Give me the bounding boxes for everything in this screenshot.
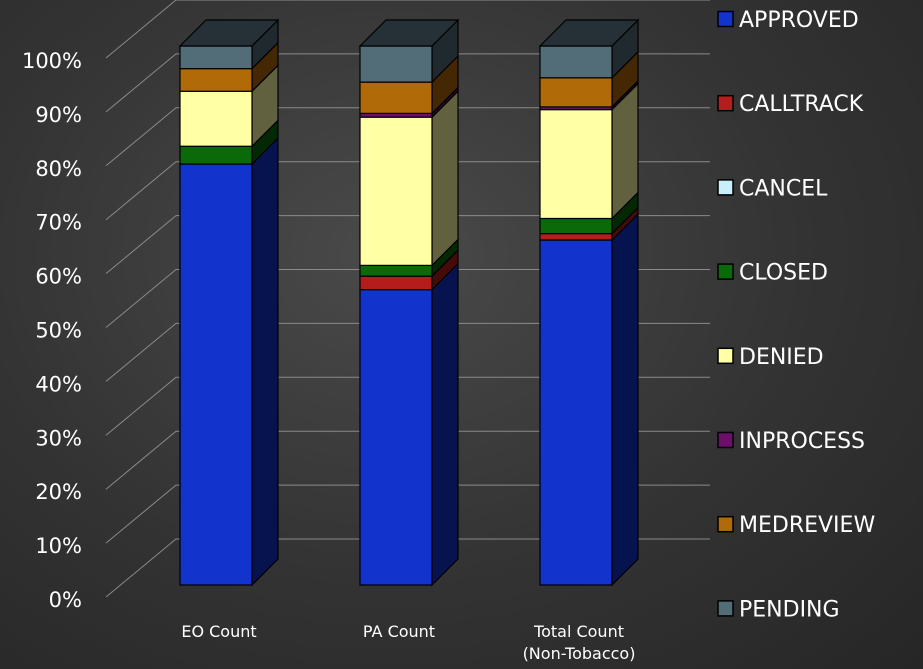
legend-item-calltrack: CALLTRACK: [717, 92, 864, 117]
bar-segment: [359, 89, 459, 267]
y-tick-label: 70%: [35, 211, 82, 235]
bar-segment: [358, 18, 460, 84]
legend-item-medreview: MEDREVIEW: [717, 513, 875, 538]
legend-label: MEDREVIEW: [739, 513, 875, 538]
bar-segment-front: [359, 45, 433, 83]
legend-swatch: [717, 600, 734, 617]
bar-top-face: [538, 19, 640, 47]
bar-segment: [539, 212, 639, 587]
bar-segment-front: [539, 217, 613, 235]
legend-swatch: [717, 347, 734, 365]
legend-label: DENIED: [739, 345, 824, 370]
legend-swatch: [717, 515, 734, 533]
gridline: [105, 538, 710, 598]
bar-column: [358, 18, 460, 587]
bar-segment-front: [539, 109, 613, 220]
y-tick-label: 90%: [35, 103, 82, 127]
gridline: [105, 215, 710, 274]
legend-label: APPROVED: [739, 8, 859, 33]
bar-segment-front: [539, 239, 613, 586]
gridline: [105, 376, 710, 436]
bar-column: [178, 18, 280, 587]
y-tick-label: 0%: [49, 588, 82, 612]
bar-segment: [178, 18, 280, 71]
bar-segment-front: [539, 232, 613, 241]
bar-segment-front: [359, 81, 433, 114]
bar-segment-front: [179, 90, 253, 147]
bar-column: [538, 18, 640, 587]
legend-swatch: [717, 263, 734, 280]
y-tick-label: 30%: [35, 426, 82, 450]
bar-segment: [539, 82, 639, 220]
y-tick-label: 40%: [35, 372, 82, 396]
bar-segment-front: [359, 116, 433, 266]
x-axis-ticks: EO Count PA Count Total Count (Non-Tobacco): [181, 622, 635, 663]
bar-top-face: [358, 19, 460, 47]
y-tick-label: 100%: [22, 49, 82, 73]
bar-segment: [179, 41, 279, 93]
x-tick-label: Total Count (Non-Tobacco): [523, 622, 636, 663]
gridline: [105, 53, 710, 113]
y-tick-label: 60%: [35, 265, 82, 289]
bar-segment-front: [359, 275, 433, 291]
legend-item-cancel: CANCEL: [717, 176, 828, 201]
legend-item-closed: CLOSED: [717, 261, 828, 286]
bar-segment-front: [539, 77, 613, 108]
legend-swatch: [717, 10, 734, 28]
legend-item-inprocess: INPROCESS: [717, 429, 865, 454]
bar-segment-side: [251, 136, 279, 587]
y-tick-label: 80%: [35, 157, 82, 181]
legend-label: PENDING: [739, 597, 840, 622]
legend-label: CALLTRACK: [739, 92, 864, 117]
legend-label: CANCEL: [739, 176, 828, 201]
x-tick-label: PA Count: [363, 622, 435, 641]
bar-segment-front: [179, 145, 253, 165]
bar-segment-front: [359, 289, 433, 586]
legend: APPROVED CALLTRACK CANCEL CLOSED DENIED INPRO…: [717, 8, 875, 622]
x-tick-label: EO Count: [181, 622, 256, 641]
bar-segment-side: [431, 262, 459, 587]
y-tick-label: 10%: [35, 534, 82, 558]
legend-swatch: [717, 94, 734, 112]
bar-segment-front: [179, 163, 253, 586]
gridline: [105, 430, 710, 490]
legend-swatch: [717, 431, 734, 449]
legend-swatch: [717, 179, 734, 196]
bar-segment: [539, 191, 639, 236]
bar-segment-front: [179, 45, 253, 70]
bar-segment: [538, 18, 640, 80]
gridline: [105, 0, 710, 59]
legend-item-pending: PENDING: [717, 597, 840, 622]
gridline: [105, 484, 710, 544]
gridline: [105, 269, 710, 328]
bar-segment-front: [359, 264, 433, 277]
bar-segment: [359, 262, 459, 587]
legend-label: CLOSED: [739, 261, 828, 286]
bar-segment-front: [179, 68, 253, 92]
gridline: [105, 161, 710, 221]
bar-segment-front: [539, 45, 613, 79]
gridlines: [105, 0, 710, 598]
gridline: [105, 322, 710, 382]
bar-top-face: [178, 19, 280, 47]
bar-segment: [179, 136, 279, 587]
legend-item-denied: DENIED: [717, 345, 824, 370]
bar-segment-side: [431, 89, 459, 267]
legend-label: INPROCESS: [739, 429, 865, 454]
bars: [178, 18, 640, 587]
legend-item-approved: APPROVED: [717, 8, 859, 33]
bar-segment-side: [611, 212, 639, 587]
y-axis-ticks: 0% 10% 20% 30% 40% 50% 60% 70% 80% 90% 100%: [22, 49, 82, 612]
y-tick-label: 50%: [35, 319, 82, 343]
y-tick-label: 20%: [35, 480, 82, 504]
gridline: [105, 107, 710, 167]
